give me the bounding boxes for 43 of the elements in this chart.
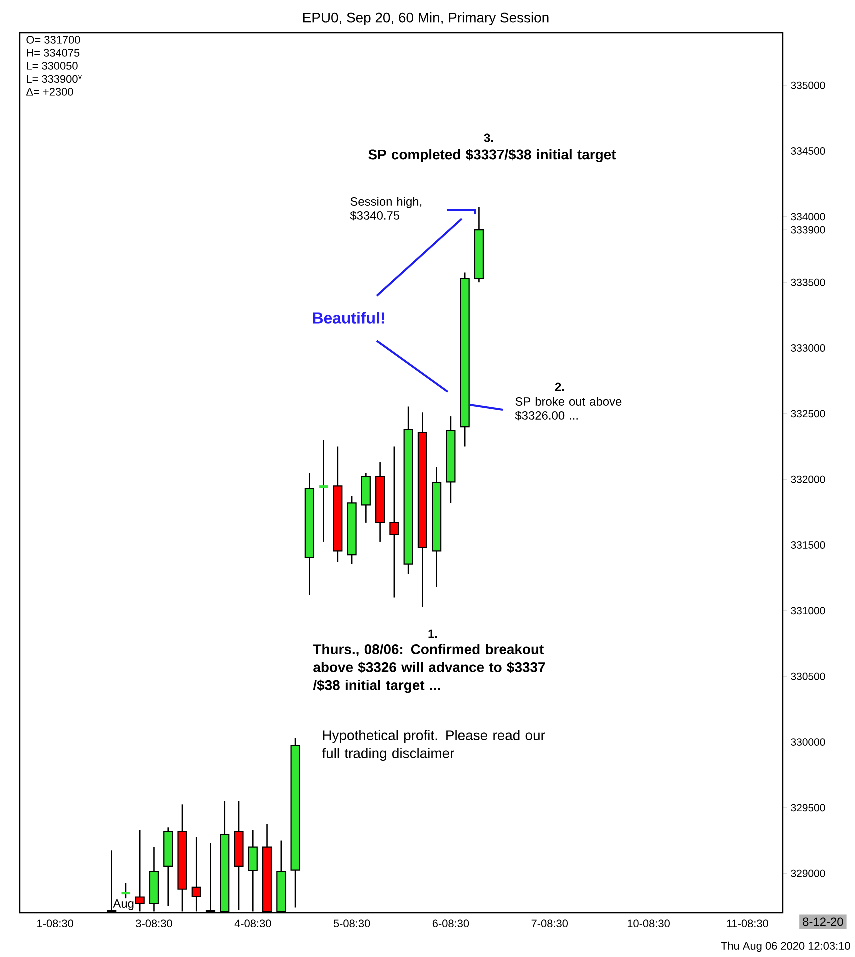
y-tick-label: 332000	[791, 476, 826, 484]
y-tick-label: 333900	[791, 226, 826, 234]
x-tick-label: 3-08:30	[136, 920, 172, 928]
x-tick-label: 4-08:30	[234, 920, 272, 928]
annotation: O= 331700	[26, 36, 80, 44]
x-tick-label: 1-08:30	[38, 920, 74, 928]
y-tick-label: 333000	[791, 344, 826, 352]
annotation: Session high, $3340.75	[350, 197, 422, 221]
y-tick-label: 334000	[791, 213, 826, 221]
y-tick-label: 334500	[791, 148, 826, 155]
x-tick-label: 7-08:30	[532, 920, 568, 928]
annotation: SP broke out above $3326.00 ...	[515, 397, 622, 421]
annotation: 2.	[555, 382, 564, 392]
annotation: Thurs., 08/06: Confirmed breakout above $3326 will advance to $3337 /$38 initial target ...	[313, 644, 546, 694]
y-tick-label: 333500	[791, 278, 826, 286]
annotation: Aug	[113, 900, 134, 910]
annotation: 3.	[484, 134, 494, 142]
chart-title: EPU0, Sep 20, 60 Min, Primary Session	[303, 12, 549, 26]
annotation: Hypothetical profit. Please read our full trading disclaimer	[322, 730, 546, 762]
annotation: L= 330050	[27, 62, 78, 70]
annotation: Beautiful!	[313, 312, 384, 324]
x-tick-label: 6-08:30	[432, 920, 470, 928]
x-tick-label: 10-08:30	[628, 920, 670, 928]
annotation: Δ= +2300	[26, 88, 74, 96]
annotation: SP completed $3337/$38 initial target	[368, 149, 616, 163]
y-tick-label: 335000	[791, 82, 826, 90]
text: 8-12-20	[803, 918, 844, 926]
annotation: H= 334075	[27, 49, 80, 57]
y-tick-label: 329500	[791, 804, 826, 812]
annotation: 1.	[428, 630, 438, 638]
y-tick-label: 331000	[791, 607, 826, 615]
x-tick-label: 11-08:30	[727, 920, 768, 928]
y-tick-label: 332500	[791, 410, 826, 418]
x-tick-label: 5-08:30	[334, 920, 370, 928]
candlestick	[390, 446, 400, 598]
y-tick-label: 330500	[791, 672, 826, 680]
candlestick	[120, 882, 132, 900]
y-tick-label: 330000	[791, 738, 826, 746]
y-tick-label: 331500	[791, 542, 826, 549]
candlestick	[318, 440, 330, 543]
y-tick-label: 329000	[791, 870, 826, 878]
annotation: L= 333900$^{v}$	[27, 74, 82, 84]
text: Thu Aug 06 2020 12:03:10	[721, 942, 850, 952]
